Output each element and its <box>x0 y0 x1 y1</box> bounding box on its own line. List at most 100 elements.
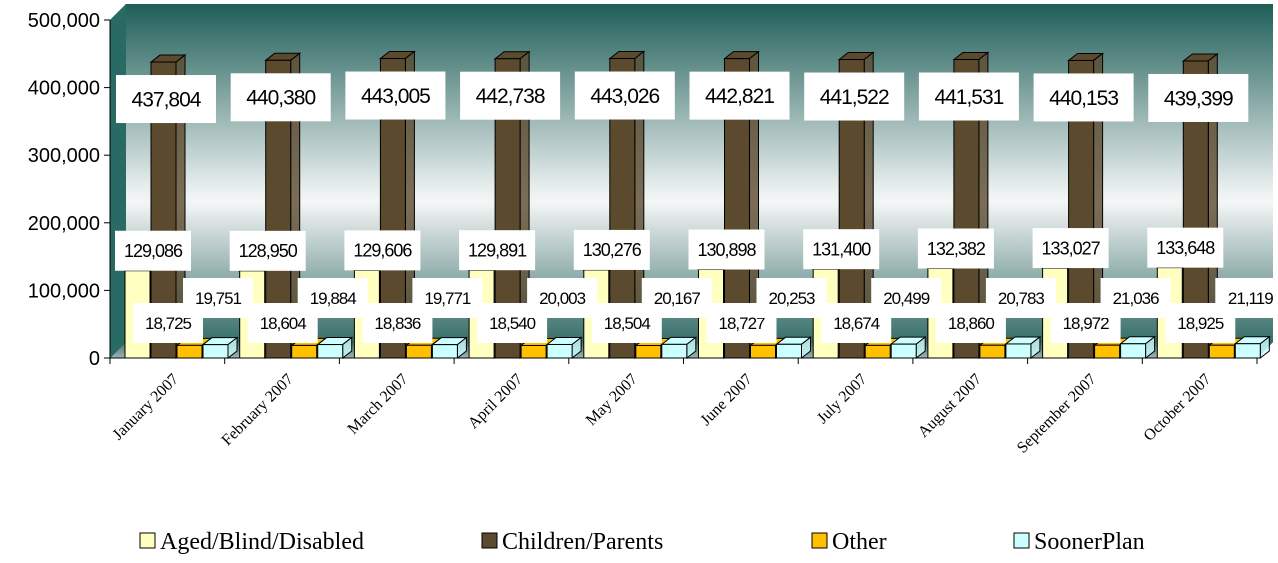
x-tick-label: March 2007 <box>345 371 412 438</box>
legend-label: Children/Parents <box>502 529 663 555</box>
data-label-box <box>803 229 880 270</box>
data-label-text: 18,674 <box>833 314 880 333</box>
bar-front-face <box>1005 343 1032 359</box>
data-label-text: 18,925 <box>1177 314 1224 333</box>
data-label-text: 443,026 <box>590 85 659 108</box>
data-label-aged-blind-disabled: 133,027 <box>1032 228 1109 269</box>
data-label-box <box>1100 278 1171 318</box>
data-label-soonerplan: 20,003 <box>527 278 598 318</box>
data-label-text: 20,783 <box>998 289 1045 308</box>
data-label-aged-blind-disabled: 130,898 <box>688 229 765 270</box>
data-label-text: 442,738 <box>476 85 545 108</box>
bar-soonerplan <box>1004 335 1042 360</box>
bar-front-face <box>635 344 662 359</box>
data-label-box <box>116 75 216 124</box>
y-tick-label: 400,000 <box>28 78 100 100</box>
data-label-soonerplan: 21,119 <box>1215 278 1278 318</box>
data-label-text: 20,499 <box>883 289 930 308</box>
bar-soonerplan <box>1119 335 1157 360</box>
data-label-box <box>230 73 331 122</box>
data-label-box <box>689 71 790 120</box>
bar-front-face <box>776 343 802 359</box>
data-label-aged-blind-disabled: 132,382 <box>917 228 994 269</box>
legend-swatch <box>1013 532 1030 549</box>
bar-front-face <box>890 343 917 359</box>
legend-item-other: Other <box>811 529 887 555</box>
data-label-text: 130,276 <box>583 240 642 260</box>
data-label-children-parents: 442,821 <box>689 71 790 120</box>
data-label-box <box>1215 278 1278 318</box>
bar-soonerplan <box>1233 335 1271 360</box>
data-label-box <box>756 278 827 318</box>
bar-front-face <box>520 344 547 359</box>
data-label-box <box>115 230 191 271</box>
bar-soonerplan <box>775 336 812 360</box>
data-label-children-parents: 442,738 <box>460 71 561 120</box>
data-label-children-parents: 439,399 <box>1148 73 1249 122</box>
data-label-text: 20,003 <box>539 289 586 308</box>
data-label-children-parents: 437,804 <box>116 75 216 124</box>
data-label-children-parents: 441,522 <box>804 72 905 121</box>
x-tick-label: June 2007 <box>697 371 755 429</box>
data-label-text: 128,950 <box>239 241 298 261</box>
data-label-box <box>641 278 712 318</box>
data-label-aged-blind-disabled: 130,276 <box>573 229 650 270</box>
data-label-aged-blind-disabled: 133,648 <box>1147 227 1224 268</box>
bar-soonerplan <box>889 336 927 360</box>
data-label-text: 18,504 <box>604 314 651 333</box>
data-label-aged-blind-disabled: 129,606 <box>344 230 421 271</box>
data-label-children-parents: 443,026 <box>574 71 675 120</box>
bar-front-face <box>1208 344 1235 359</box>
data-label-box <box>229 230 306 271</box>
x-tick-label: August 2007 <box>915 371 985 441</box>
x-tick-label: February 2007 <box>219 371 297 449</box>
y-tick-label: 0 <box>89 348 100 370</box>
data-label-box <box>459 230 536 271</box>
data-label-children-parents: 441,531 <box>918 72 1019 121</box>
bar-soonerplan <box>316 336 354 360</box>
data-label-text: 20,253 <box>769 289 816 308</box>
data-label-text: 440,153 <box>1049 87 1118 110</box>
data-label-box <box>1032 228 1109 269</box>
data-label-text: 21,036 <box>1113 289 1160 308</box>
data-label-text: 18,725 <box>145 314 192 333</box>
legend-label: Other <box>832 529 887 555</box>
data-label-text: 19,771 <box>424 289 471 308</box>
data-labels-layer: 129,086 128,950 129,606 129,891 130,276 130,8… <box>115 71 1278 343</box>
data-label-box <box>574 71 675 120</box>
bar-front-face <box>317 344 344 359</box>
data-label-box <box>412 278 483 318</box>
y-tick-label: 100,000 <box>28 280 100 302</box>
data-label-text: 20,167 <box>654 289 701 308</box>
legend-item-soonerplan: SoonerPlan <box>1013 529 1145 555</box>
data-label-text: 18,604 <box>260 314 307 333</box>
x-tick-label: May 2007 <box>583 371 641 429</box>
x-tick-label: July 2007 <box>814 371 870 427</box>
legend-label: Aged/Blind/Disabled <box>160 529 364 555</box>
data-label-children-parents: 443,005 <box>345 71 446 120</box>
x-tick-label: April 2007 <box>465 371 526 432</box>
legend-swatch <box>139 532 156 549</box>
data-label-soonerplan: 19,771 <box>412 278 483 318</box>
data-label-box <box>871 278 942 318</box>
data-label-box <box>573 229 650 270</box>
data-label-box <box>804 72 905 121</box>
bar-front-face <box>864 344 891 359</box>
bar-front-face <box>405 344 432 359</box>
bar-front-face <box>176 344 203 359</box>
data-label-soonerplan: 20,253 <box>756 278 827 318</box>
data-label-soonerplan: 19,884 <box>297 278 368 318</box>
data-label-text: 129,891 <box>468 240 527 260</box>
legend-label: SoonerPlan <box>1034 529 1145 555</box>
data-label-soonerplan: 20,783 <box>985 278 1056 318</box>
bar-front-face <box>979 344 1006 359</box>
data-label-text: 443,005 <box>361 85 430 108</box>
bar-front-face <box>291 344 318 359</box>
data-label-text: 19,884 <box>310 289 357 308</box>
data-label-children-parents: 440,153 <box>1033 73 1134 122</box>
legend: Aged/Blind/Disabled Children/Parents Other… <box>139 529 1145 555</box>
bar-front-face <box>1234 343 1261 359</box>
data-label-text: 18,836 <box>374 314 421 333</box>
data-label-aged-blind-disabled: 131,400 <box>803 229 880 270</box>
